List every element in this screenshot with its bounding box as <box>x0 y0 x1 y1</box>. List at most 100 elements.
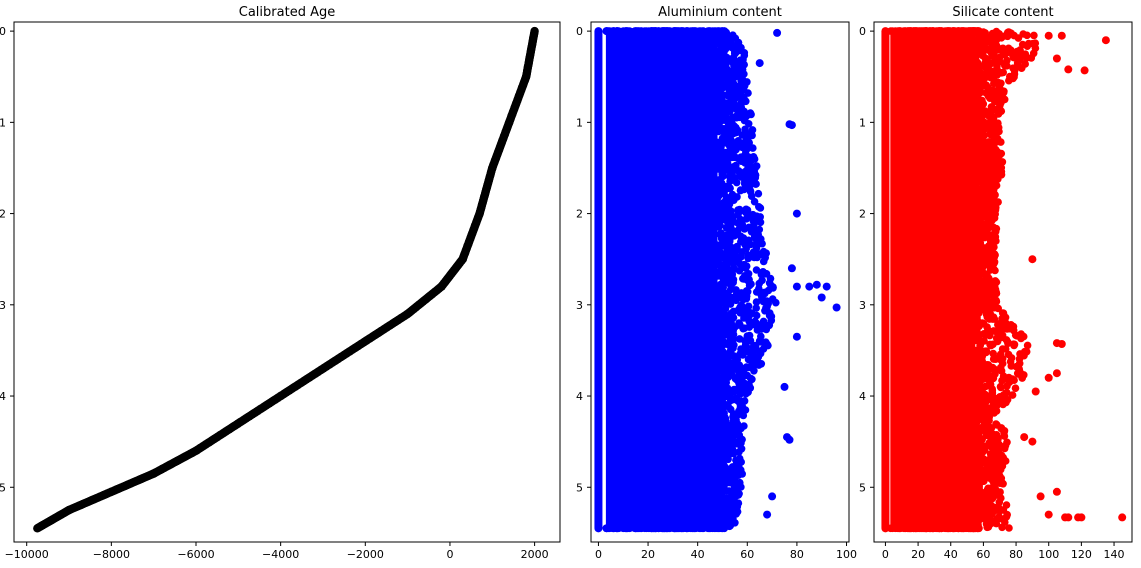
data-point <box>738 86 746 95</box>
data-point <box>740 51 749 60</box>
data-point <box>989 290 997 299</box>
data-point <box>944 524 952 533</box>
data-point <box>999 87 1007 95</box>
data-point <box>973 179 981 187</box>
data-point <box>983 211 991 219</box>
data-point <box>981 255 990 264</box>
data-point <box>971 266 980 275</box>
data-point <box>992 224 1001 233</box>
data-point <box>722 354 731 363</box>
y-tick-label: 4 <box>0 390 6 403</box>
data-point <box>735 266 744 275</box>
data-point <box>747 192 756 200</box>
data-point <box>1010 67 1019 75</box>
y-tick-label: 0 <box>0 25 6 38</box>
data-point <box>993 134 1002 143</box>
data-point <box>993 468 1001 477</box>
y-tick-label: 2 <box>576 208 583 221</box>
data-point <box>742 97 750 106</box>
data-point <box>752 304 760 312</box>
data-point <box>979 305 988 314</box>
data-point <box>631 27 639 35</box>
data-point <box>727 136 736 145</box>
outlier-point <box>822 282 831 291</box>
data-point <box>737 157 746 165</box>
data-point <box>1019 332 1028 341</box>
data-point <box>757 290 765 299</box>
data-point <box>986 505 994 513</box>
data-point <box>717 313 725 321</box>
data-point <box>740 324 749 333</box>
data-point <box>714 82 723 90</box>
data-point <box>728 251 737 260</box>
data-point <box>750 367 758 375</box>
data-point <box>647 524 656 533</box>
data-point <box>714 406 723 414</box>
data-point <box>720 291 728 299</box>
data-point <box>728 340 737 349</box>
data-point <box>716 322 725 330</box>
outlier-point <box>785 120 794 129</box>
data-point <box>727 167 736 175</box>
data-point <box>976 204 985 212</box>
data-point <box>713 194 722 202</box>
data-point <box>1020 371 1028 379</box>
data-point <box>992 515 1000 524</box>
data-point <box>758 239 766 248</box>
x-tick-label: 2000 <box>521 548 549 561</box>
data-point <box>725 487 734 495</box>
y-tick-label: 1 <box>576 116 583 129</box>
data-point <box>720 109 728 118</box>
data-point <box>979 371 987 380</box>
data-point <box>977 266 986 274</box>
data-point <box>729 31 737 39</box>
data-point <box>724 257 732 266</box>
dense-point-cloud <box>605 28 718 532</box>
x-tick-label: 120 <box>1071 548 1092 561</box>
data-point <box>973 516 981 524</box>
data-point <box>972 124 980 132</box>
dense-point-cloud <box>890 28 976 532</box>
data-point <box>722 185 730 193</box>
data-point <box>921 27 930 35</box>
data-point <box>976 118 984 126</box>
data-point <box>1001 345 1010 353</box>
x-tick-label: 20 <box>641 548 655 561</box>
x-tick-label: −8000 <box>93 548 130 561</box>
data-point <box>982 149 990 158</box>
data-point <box>736 478 744 487</box>
data-point <box>1008 391 1017 399</box>
data-point <box>761 253 769 262</box>
data-point <box>744 388 752 397</box>
y-tick-label: 2 <box>0 208 6 221</box>
y-tick-label: 5 <box>859 481 866 494</box>
zero-value-points <box>881 27 890 533</box>
data-point <box>714 116 722 124</box>
data-point <box>1019 30 1027 38</box>
data-point <box>971 45 979 53</box>
data-point <box>731 129 739 137</box>
data-point <box>704 524 712 533</box>
data-point <box>730 437 738 446</box>
outlier-point <box>1052 54 1061 63</box>
data-point <box>991 98 999 106</box>
axes-frame <box>13 21 561 543</box>
data-point <box>972 272 980 281</box>
data-point <box>988 245 996 254</box>
data-point <box>928 27 936 35</box>
outlier-point <box>1077 513 1086 522</box>
data-point <box>1003 510 1011 519</box>
data-point <box>991 277 1000 285</box>
chart-title: Calibrated Age <box>239 5 335 20</box>
data-point <box>722 271 731 279</box>
data-point <box>730 97 738 106</box>
data-point <box>976 436 984 444</box>
data-point <box>972 382 980 391</box>
data-point <box>912 524 920 533</box>
data-point <box>990 189 998 198</box>
data-point <box>647 27 656 35</box>
data-point <box>720 331 728 339</box>
outlier-point <box>792 332 801 341</box>
data-point <box>731 486 739 495</box>
